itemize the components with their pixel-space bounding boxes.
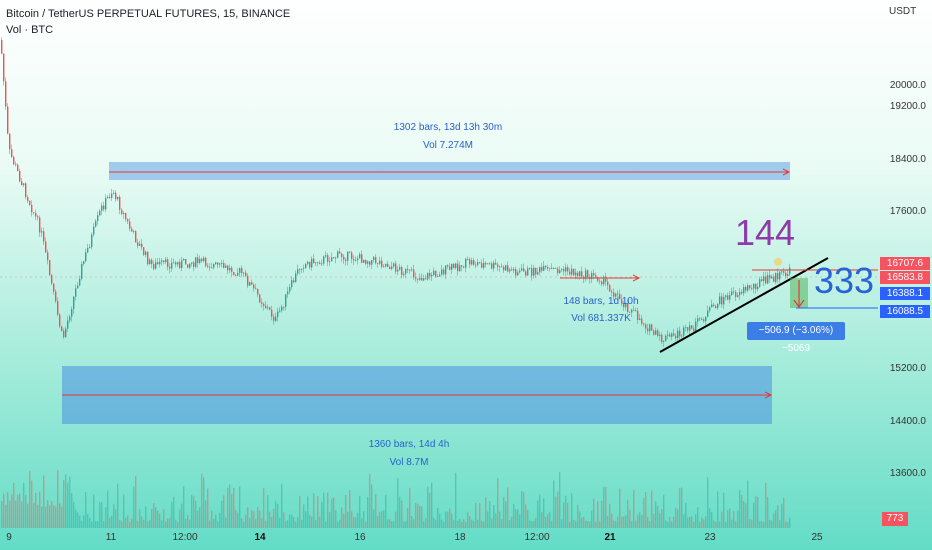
price-tick: 18400.0 <box>889 154 926 165</box>
time-label: 11 <box>105 532 117 543</box>
mid-range-bars-label: 148 bars, 1d 10h <box>563 296 639 307</box>
candlestick-series <box>1 37 791 347</box>
top-range-vol-label: Vol 7.274M <box>422 140 474 151</box>
price-tick: 19200.0 <box>889 101 926 112</box>
volume-series <box>1 470 791 528</box>
measure-tooltip: −506.9 (−3.06%) −5069 <box>747 322 845 354</box>
top-date-range-box[interactable] <box>109 162 790 180</box>
time-label: 12:00 <box>524 532 550 543</box>
time-label: 9 <box>6 532 12 543</box>
time-label: 14 <box>254 532 266 543</box>
time-label: 25 <box>811 532 823 543</box>
mid-range-vol-label: Vol 681.337K <box>571 313 631 324</box>
fib-label-144: 144 <box>735 212 796 253</box>
time-label: 21 <box>604 532 616 543</box>
bottom-range-bars-label: 1360 bars, 14d 4h <box>368 439 450 450</box>
pivot-marker <box>774 258 782 266</box>
price-tick: 20000.0 <box>889 80 926 91</box>
time-label: 16 <box>354 532 366 543</box>
top-range-bars-label: 1302 bars, 13d 13h 30m <box>393 122 503 133</box>
price-tick: 17600.0 <box>889 206 926 217</box>
price-label-high: 16707.6 <box>880 257 930 270</box>
volume-indicator-label: Vol · BTC <box>6 24 54 36</box>
price-label-target: 16088.5 <box>880 305 930 318</box>
fib-label-333: 333 <box>814 260 875 301</box>
time-label: 18 <box>454 532 466 543</box>
price-tick: 14400.0 <box>889 416 926 427</box>
volume-value-badge: 773 <box>882 512 908 526</box>
chart-title: Bitcoin / TetherUS PERPETUAL FUTURES, 15… <box>6 8 291 20</box>
price-tick: 13600.0 <box>889 468 926 479</box>
bottom-range-vol-label: Vol 8.7M <box>389 457 429 468</box>
time-label: 12:00 <box>172 532 198 543</box>
trend-line[interactable] <box>659 257 829 353</box>
price-tick: 15200.0 <box>889 363 926 374</box>
price-label-last: 16583.8 <box>880 271 930 284</box>
price-label-entry: 16388.1 <box>880 287 930 300</box>
price-unit: USDT <box>889 6 917 17</box>
time-label: 23 <box>704 532 716 543</box>
